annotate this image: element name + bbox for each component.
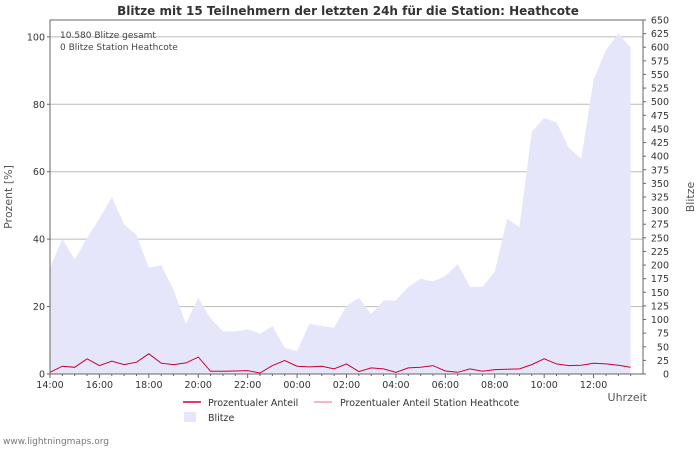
right-tick-label-400: 400 [651,152,669,163]
left-tick-label-40: 40 [33,235,45,246]
right-tick-label-200: 200 [651,261,669,272]
right-tick-label-275: 275 [651,220,669,231]
right-tick-label-575: 575 [651,56,669,67]
series-area-blitze [50,33,631,374]
right-tick-label-425: 425 [651,138,669,149]
right-tick-label-0: 0 [663,370,669,381]
legend-label-blitze: Blitze [208,413,235,424]
right-tick-label-300: 300 [651,206,669,217]
right-tick-label-325: 325 [651,193,669,204]
left-tick-label-20: 20 [33,302,45,313]
x-tick-label-02:00: 02:00 [333,380,360,391]
x-axis-label: Uhrzeit [608,391,648,404]
right-tick-label-225: 225 [651,247,669,258]
right-tick-label-375: 375 [651,165,669,176]
x-tick-label-16:00: 16:00 [86,380,113,391]
x-tick-label-18:00: 18:00 [135,380,162,391]
legend-label-anteil: Prozentualer Anteil [208,398,298,409]
right-tick-label-475: 475 [651,111,669,122]
legend-label-anteil-station: Prozentualer Anteil Station Heathcote [340,398,519,409]
x-tick-label-14:00: 14:00 [36,380,63,391]
x-tick-label-08:00: 08:00 [481,380,508,391]
x-tick-label-10:00: 10:00 [530,380,557,391]
x-tick-label-04:00: 04:00 [382,380,409,391]
annotation-total: 10.580 Blitze gesamt [60,31,156,41]
right-tick-label-175: 175 [651,274,669,285]
legend: Prozentualer Anteil Prozentualer Anteil … [183,398,519,424]
right-tick-label-50: 50 [657,342,669,353]
x-tick-label-06:00: 06:00 [432,380,459,391]
y-axis-label-left: Prozent [%] [2,165,15,229]
x-tick-label-12:00: 12:00 [580,380,607,391]
right-tick-label-550: 550 [651,70,669,81]
legend-swatch-blitze [184,412,196,422]
left-tick-label-80: 80 [33,100,45,111]
left-tick-label-100: 100 [27,32,45,43]
footer-credit: www.lightningmaps.org [3,437,109,447]
right-tick-label-525: 525 [651,84,669,95]
right-tick-label-100: 100 [651,315,669,326]
x-tick-label-22:00: 22:00 [234,380,261,391]
annotation-station: 0 Blitze Station Heathcote [60,43,178,53]
right-tick-label-150: 150 [651,288,669,299]
right-tick-label-75: 75 [657,329,669,340]
chart-title: Blitze mit 15 Teilnehmern der letzten 24… [117,4,579,18]
right-tick-label-25: 25 [657,356,669,367]
x-axis: 14:00 16:00 18:00 20:00 22:00 00:00 02:00 04:00… [36,374,632,391]
y-axis-label-right: Blitze [684,182,697,213]
series-line-prozentualer-anteil [49,353,631,374]
right-tick-label-625: 625 [651,29,669,40]
left-axis: 0 20 40 60 80 100 [27,32,50,381]
right-tick-label-650: 650 [651,16,669,27]
left-tick-label-60: 60 [33,167,45,178]
left-tick-label-0: 0 [39,370,45,381]
right-tick-label-500: 500 [651,97,669,108]
right-tick-label-250: 250 [651,233,669,244]
x-tick-label-20:00: 20:00 [185,380,212,391]
right-tick-label-600: 600 [651,43,669,54]
right-tick-label-125: 125 [651,301,669,312]
right-tick-label-350: 350 [651,179,669,190]
x-tick-label-00:00: 00:00 [283,380,310,391]
right-axis: 0 25 50 75 100 125 150 175 200 225 250 275 300 325 350… [643,16,669,381]
right-tick-label-450: 450 [651,124,669,135]
